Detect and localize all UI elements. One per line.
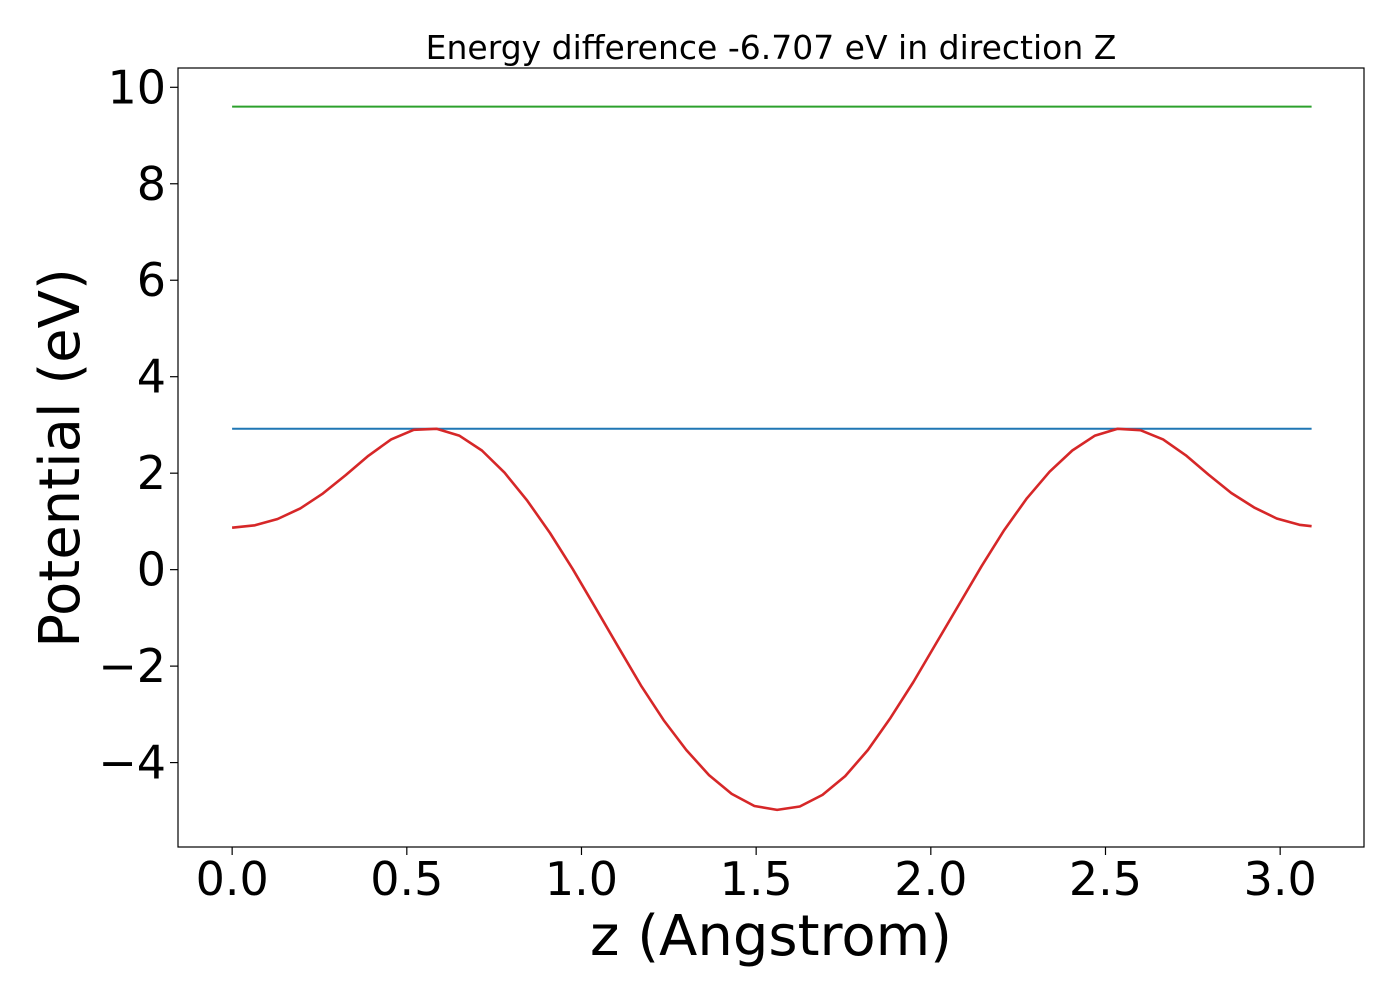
y-tick-label: 4 xyxy=(137,350,166,404)
plot-area: 0.0 0.5 1.0 1.5 2.0 2.5 3.0 −4 −2 0 2 4 6 8 10 xyxy=(98,60,1365,906)
x-tick-label: 3.0 xyxy=(1244,852,1317,906)
y-tick-label: 0 xyxy=(137,543,166,597)
chart-title: Energy difference -6.707 eV in direction… xyxy=(426,28,1117,67)
x-axis-label: z (Angstrom) xyxy=(590,904,952,969)
series-line-2 xyxy=(231,427,1312,812)
x-tick-label: 2.5 xyxy=(1069,852,1142,906)
x-tick-label: 0.0 xyxy=(196,852,269,906)
x-tick-label: 0.5 xyxy=(370,852,443,906)
y-tick-label: 6 xyxy=(137,253,166,307)
y-tick-label: −2 xyxy=(98,639,166,693)
y-tick-label: 10 xyxy=(107,60,166,114)
x-tick-label: 1.5 xyxy=(720,852,793,906)
y-tick-label: 8 xyxy=(137,157,166,211)
x-tick-label: 2.0 xyxy=(894,852,967,906)
y-tick-label: 2 xyxy=(137,446,166,500)
x-tick-label: 1.0 xyxy=(545,852,618,906)
plot-frame xyxy=(177,67,1365,848)
y-tick-label: −4 xyxy=(98,736,166,790)
y-axis-label: Potential (eV) xyxy=(28,268,93,648)
